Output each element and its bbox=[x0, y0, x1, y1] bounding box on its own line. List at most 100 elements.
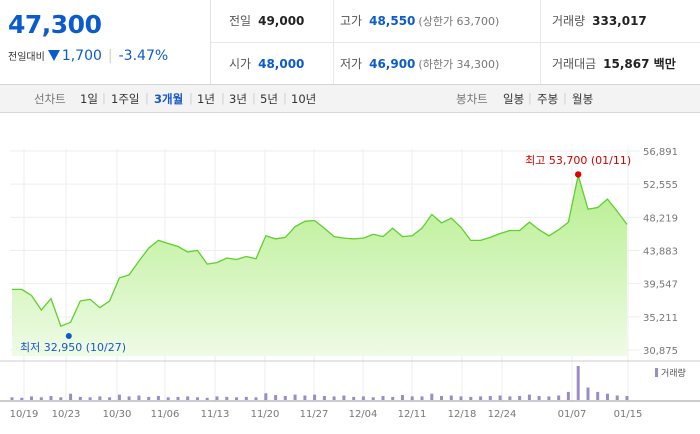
stat-value: 48,000 bbox=[258, 57, 305, 71]
stat-high: 고가 48,550 (상한가 63,700) bbox=[340, 12, 499, 29]
stat-value: 49,000 bbox=[258, 14, 305, 28]
volume-bar bbox=[88, 397, 92, 400]
volume-bar bbox=[244, 396, 248, 400]
y-tick-label: 30,875 bbox=[643, 346, 678, 357]
volume-bar bbox=[98, 396, 102, 400]
tab-monthly[interactable]: 월봉 bbox=[572, 92, 594, 106]
volume-bar bbox=[39, 397, 43, 400]
volume-bar bbox=[401, 395, 404, 400]
volume-bar bbox=[606, 393, 609, 400]
stat-label: 거래대금 bbox=[552, 57, 597, 71]
volume-bar bbox=[498, 395, 502, 400]
x-tick-label: 12/04 bbox=[349, 409, 378, 420]
volume-legend-label: 거래량 bbox=[661, 367, 686, 379]
divider: | bbox=[528, 91, 532, 105]
volume-bar bbox=[303, 395, 307, 400]
volume-bar bbox=[391, 396, 395, 400]
volume-bar bbox=[156, 396, 160, 400]
price-change: 전일대비 1,700 | -3.47% bbox=[8, 48, 168, 64]
change-amount: 1,700 bbox=[61, 48, 102, 64]
volume-bar bbox=[352, 396, 356, 400]
tab-1y[interactable]: 1년 bbox=[197, 92, 215, 106]
change-label: 전일대비 bbox=[8, 52, 45, 63]
x-tick-label: 10/23 bbox=[52, 409, 81, 420]
volume-bar bbox=[557, 395, 561, 400]
volume-bar bbox=[440, 396, 443, 400]
volume-bar bbox=[20, 397, 24, 400]
volume-bar bbox=[586, 387, 590, 400]
quote-header: 47,300 전일대비 1,700 | -3.47% 전일 49,000 시가 48,00… bbox=[0, 0, 700, 85]
tab-1w[interactable]: 1주일 bbox=[111, 92, 140, 106]
y-tick-label: 39,547 bbox=[643, 280, 678, 291]
volume-bar bbox=[566, 391, 570, 400]
volume-bar bbox=[342, 395, 346, 400]
stat-sub: (하한가 34,300) bbox=[418, 58, 500, 71]
volume-bar bbox=[117, 394, 121, 400]
y-tick-label: 43,883 bbox=[643, 247, 678, 258]
volume-bar bbox=[235, 397, 238, 400]
volume-bar bbox=[361, 396, 365, 400]
volume-bar bbox=[576, 366, 580, 400]
volume-bar bbox=[137, 395, 141, 400]
divider: | bbox=[221, 91, 225, 105]
volume-bar bbox=[166, 397, 170, 400]
stat-value: 48,550 bbox=[369, 14, 416, 28]
volume-bar bbox=[205, 397, 209, 400]
volume-bars bbox=[10, 366, 629, 400]
stat-label: 고가 bbox=[340, 14, 363, 28]
volume-legend-swatch bbox=[655, 368, 658, 377]
high-marker bbox=[574, 171, 582, 178]
y-tick-label: 48,219 bbox=[643, 213, 678, 224]
low-price-annotation: 최저 32,950 (10/27) bbox=[20, 341, 126, 354]
divider: | bbox=[145, 91, 149, 105]
volume-bar bbox=[322, 396, 326, 400]
tab-10y[interactable]: 10년 bbox=[291, 92, 317, 106]
divider: | bbox=[107, 48, 113, 64]
x-tick-label: 01/15 bbox=[614, 409, 643, 420]
volume-bar bbox=[420, 396, 424, 400]
tab-weekly[interactable]: 주봉 bbox=[537, 92, 559, 106]
volume-bar bbox=[127, 396, 131, 400]
volume-bar bbox=[196, 397, 199, 400]
tab-3m[interactable]: 3개월 bbox=[154, 92, 184, 106]
tab-daily[interactable]: 일봉 bbox=[503, 92, 525, 106]
volume-bar bbox=[59, 397, 63, 400]
x-tick-label: 11/13 bbox=[201, 409, 230, 420]
tab-1d[interactable]: 1일 bbox=[80, 92, 98, 106]
x-tick-label: 10/30 bbox=[103, 409, 132, 420]
volume-bar bbox=[596, 391, 600, 400]
y-tick-label: 35,211 bbox=[643, 313, 678, 324]
price-summary: 47,300 전일대비 1,700 | -3.47% bbox=[0, 0, 211, 84]
y-tick-label: 56,891 bbox=[643, 147, 678, 158]
tab-3y[interactable]: 3년 bbox=[229, 92, 247, 106]
divider: | bbox=[102, 91, 106, 105]
x-tick-label: 11/06 bbox=[151, 409, 180, 420]
chart-period-tabs: 선차트 1일 | 1주일 | 3개월 | 1년 | 3년 | 5년 | 10년 … bbox=[0, 85, 700, 113]
volume-bar bbox=[371, 397, 375, 400]
stat-volume: 거래량 333,017 bbox=[552, 12, 647, 29]
volume-bar bbox=[274, 395, 278, 400]
y-tick-label: 52,555 bbox=[643, 180, 678, 191]
divider: | bbox=[283, 91, 287, 105]
volume-bar bbox=[508, 396, 512, 400]
price-line bbox=[12, 175, 628, 327]
stat-value: 46,900 bbox=[369, 57, 416, 71]
stat-label: 시가 bbox=[229, 57, 252, 71]
volume-bar bbox=[69, 393, 73, 400]
candle-chart-group-label: 봉차트 bbox=[456, 92, 488, 106]
volume-bar bbox=[78, 396, 82, 400]
stat-label: 전일 bbox=[229, 14, 252, 28]
stat-value: 333,017 bbox=[592, 14, 647, 28]
volume-bar bbox=[313, 394, 317, 400]
volume-bar bbox=[537, 396, 541, 400]
line-chart-group-label: 선차트 bbox=[34, 92, 66, 106]
x-axis: 10/19 10/23 10/30 11/06 11/13 11/20 11/27 12/04… bbox=[10, 409, 643, 420]
down-triangle-icon bbox=[47, 50, 60, 61]
stat-sub: (상한가 63,700) bbox=[418, 15, 500, 28]
y-axis: 56,891 52,555 48,219 43,883 39,547 35,211 30,8… bbox=[643, 147, 678, 357]
tab-5y[interactable]: 5년 bbox=[260, 92, 278, 106]
stat-amount: 거래대금 15,867 백만 bbox=[552, 55, 676, 72]
volume-bar bbox=[108, 397, 112, 400]
volume-bar bbox=[147, 396, 151, 400]
